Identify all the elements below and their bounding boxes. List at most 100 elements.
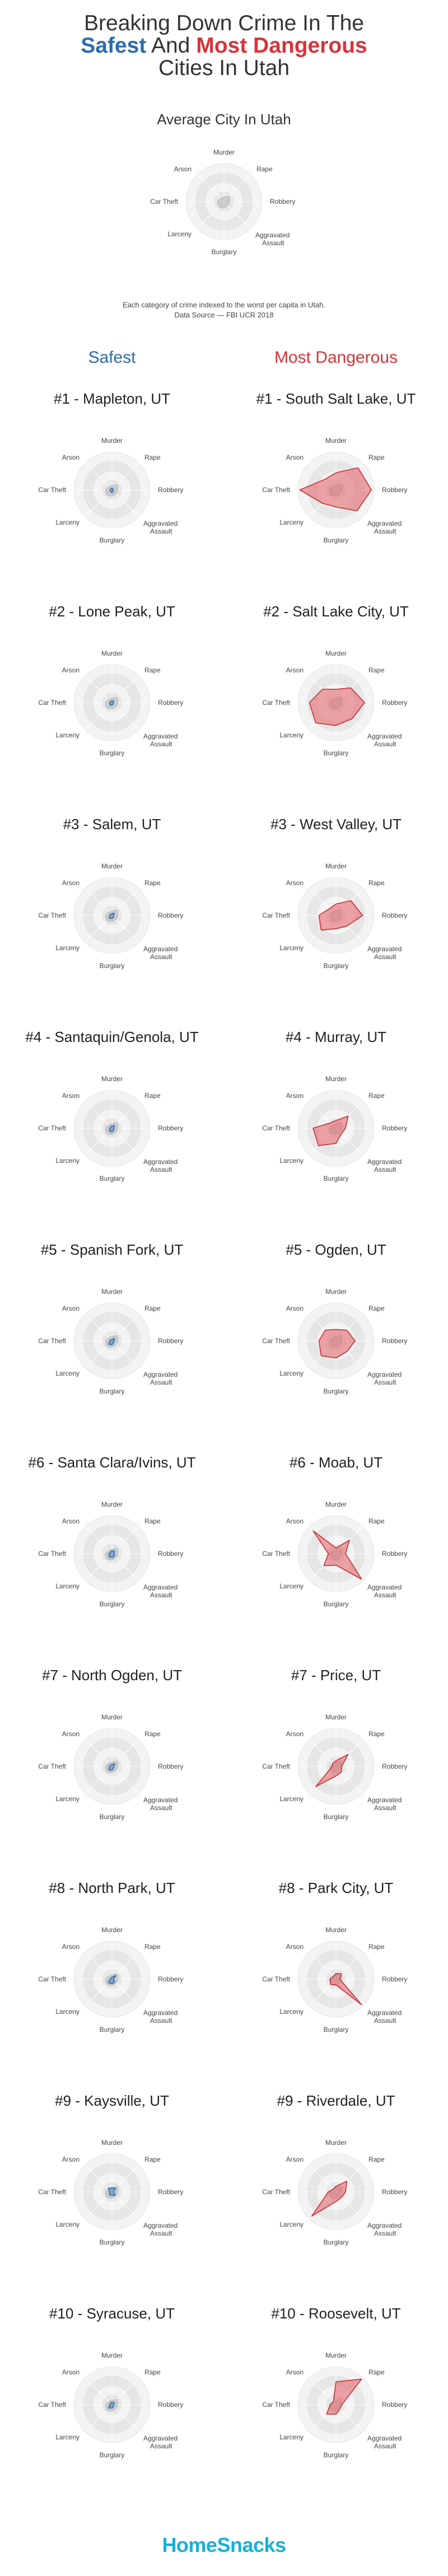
axis-label: Murder (101, 1926, 123, 1934)
radar-spoke (111, 1553, 139, 1581)
axis-label: Murder (325, 862, 347, 870)
dangerous-city-title: #10 - Roosevelt, UT (271, 2305, 401, 2322)
axis-label: Robbery (382, 1124, 407, 1132)
axis-label: Car Theft (150, 198, 178, 205)
axis-label: Rape (368, 879, 385, 887)
city-area (109, 913, 115, 919)
axis-label: Burglary (324, 962, 349, 970)
title-line-2: Safest And Most Dangerous (0, 35, 448, 57)
axis-label: Robbery (158, 1124, 183, 1132)
radar-spoke (85, 1739, 113, 1767)
axis-label: Arson (286, 2156, 304, 2163)
axis-label: Murder (101, 1713, 123, 1721)
radar-spoke (85, 675, 113, 703)
axis-label: Larceny (279, 2008, 304, 2016)
dangerous-radar-chart: Murder Rape Robbery Aggravated Assault Burgla… (262, 2139, 407, 2246)
axis-label: Larceny (55, 1157, 80, 1165)
safest-city-title: #4 - Santaquin/Genola, UT (25, 1028, 199, 1045)
axis-label: Robbery (382, 2188, 407, 2196)
axis-label: Larceny (55, 2220, 80, 2228)
dangerous-radar-chart: Murder Rape Robbery Aggravated Assault Burgla… (262, 1926, 407, 2033)
axis-label: Larceny (55, 1369, 80, 1377)
average-radar-chart: Murder Rape Robbery Aggravated Assault Burgla… (150, 148, 295, 256)
axis-label: Aggravated Assault (367, 732, 402, 748)
axis-label: Burglary (100, 2238, 125, 2246)
axis-label: Rape (144, 1305, 161, 1312)
axis-label: Rape (368, 454, 385, 461)
axis-label: Larceny (55, 2433, 80, 2441)
homesnacks-logo: HomeSnacks (162, 2533, 286, 2556)
radar-spoke (111, 489, 139, 517)
axis-label: Rape (368, 1517, 385, 1525)
dangerous-radar-chart: Murder Rape Robbery Aggravated Assault Burgla… (262, 1713, 407, 1821)
dangerous-city-title: #6 - Moab, UT (289, 1454, 383, 1471)
axis-label: Car Theft (262, 2188, 290, 2196)
dangerous-radar-chart: Murder Rape Robbery Aggravated Assault Burgla… (262, 437, 407, 544)
radar-spoke (111, 2404, 139, 2432)
axis-label: Arson (62, 1730, 80, 1738)
dangerous-radar-chart: Murder Rape Robbery Aggravated Assault Burgla… (262, 1075, 407, 1182)
radar-spoke (85, 1313, 113, 1341)
safest-radar-chart: Murder Rape Robbery Aggravated Assault Burgla… (38, 862, 183, 970)
axis-label: Arson (62, 2156, 80, 2163)
dangerous-city-title: #7 - Price, UT (291, 1667, 381, 1684)
axis-label: Robbery (158, 486, 183, 494)
axis-label: Burglary (324, 2026, 349, 2033)
axis-label: Arson (286, 454, 304, 461)
axis-label: Aggravated Assault (367, 1583, 402, 1599)
axis-label: Rape (144, 1943, 161, 1951)
axis-label: Murder (101, 1075, 123, 1083)
axis-label: Arson (62, 1517, 80, 1525)
dangerous-column-heading: Most Dangerous (274, 348, 398, 367)
axis-label: Larceny (279, 2433, 304, 2441)
axis-label: Car Theft (262, 1762, 290, 1770)
safest-city-title: #7 - North Ogden, UT (42, 1667, 182, 1684)
data-source: Data Source — FBI UCR 2018 (174, 311, 274, 319)
axis-label: Burglary (324, 536, 349, 544)
axis-label: Car Theft (262, 1550, 290, 1558)
axis-label: Robbery (158, 699, 183, 707)
axis-label: Aggravated Assault (367, 1371, 402, 1386)
axis-label: Burglary (324, 1387, 349, 1395)
infographic-title: Breaking Down Crime In The Safest And Mo… (0, 12, 448, 80)
radar-spoke (309, 2377, 337, 2405)
axis-label: Rape (144, 879, 161, 887)
axis-label: Aggravated Assault (143, 1583, 178, 1599)
axis-label: Murder (101, 1500, 123, 1508)
axis-label: Larceny (55, 2008, 80, 2016)
radar-spoke (309, 2164, 337, 2192)
axis-label: Aggravated Assault (143, 520, 178, 535)
axis-label: Robbery (382, 1550, 407, 1558)
safest-city-title: #2 - Lone Peak, UT (49, 603, 175, 620)
radar-spoke (111, 1766, 139, 1794)
city-area (108, 1975, 116, 1984)
average-area (217, 195, 231, 209)
radar-spoke (85, 2164, 113, 2192)
safest-radar-chart: Murder Rape Robbery Aggravated Assault Burgla… (38, 2139, 183, 2246)
radar-spoke (111, 1128, 139, 1156)
axis-label: Larceny (55, 518, 80, 526)
axis-label: Arson (62, 2368, 80, 2376)
axis-label: Aggravated Assault (143, 1371, 178, 1386)
axis-label: Arson (62, 1092, 80, 1100)
axis-label: Car Theft (38, 911, 66, 919)
axis-label: Car Theft (262, 1975, 290, 1983)
radar-spoke (111, 2191, 139, 2219)
radar-spoke (223, 201, 251, 229)
axis-label: Rape (144, 1730, 161, 1738)
dangerous-city-title: #8 - Park City, UT (278, 1880, 394, 1896)
axis-label: Murder (325, 1288, 347, 1296)
axis-label: Murder (325, 2351, 347, 2359)
dangerous-city-title: #2 - Salt Lake City, UT (263, 603, 409, 620)
axis-label: Aggravated Assault (143, 1158, 178, 1174)
axis-label: Car Theft (262, 1337, 290, 1345)
safest-city-title: #10 - Syracuse, UT (49, 2305, 175, 2322)
axis-label: Car Theft (38, 2401, 66, 2409)
axis-label: Robbery (158, 1762, 183, 1770)
axis-label: Robbery (270, 198, 295, 205)
average-note: Each category of crime indexed to the wo… (122, 301, 326, 309)
safest-radar-chart: Murder Rape Robbery Aggravated Assault Burgla… (38, 1288, 183, 1395)
axis-label: Arson (62, 1943, 80, 1951)
axis-label: Rape (368, 1305, 385, 1312)
dangerous-city-title: #5 - Ogden, UT (286, 1241, 386, 1258)
